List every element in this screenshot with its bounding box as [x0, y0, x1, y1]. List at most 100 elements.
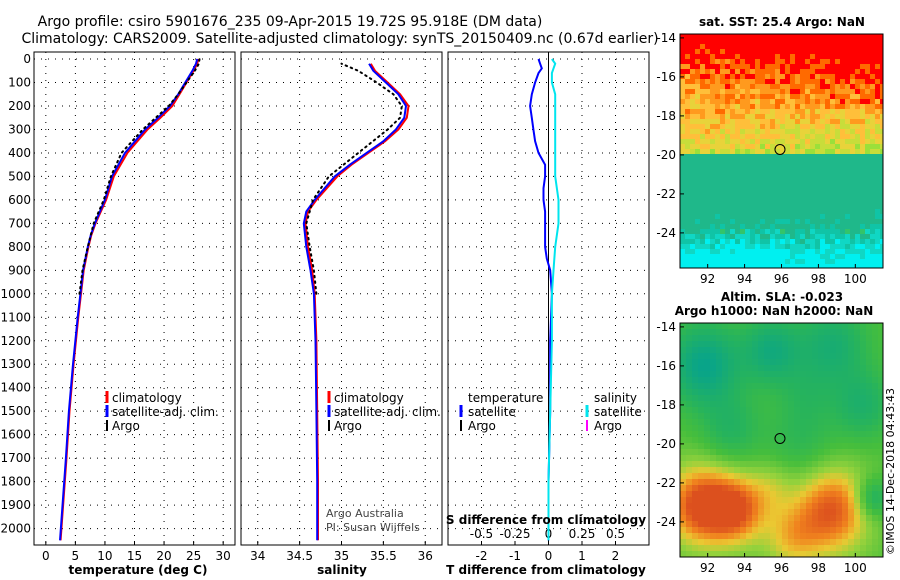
sst-cell — [855, 64, 860, 69]
sst-cell — [705, 244, 710, 249]
sst-cell — [880, 254, 883, 259]
sst-cell — [735, 194, 740, 199]
altimetry-cell — [866, 461, 872, 467]
sst-cell — [865, 104, 870, 109]
altimetry-cell — [800, 533, 806, 539]
altimetry-cell — [704, 473, 710, 479]
sst-cell — [770, 189, 775, 194]
sst-cell — [690, 139, 695, 144]
sst-cell — [795, 64, 800, 69]
sst-cell — [735, 224, 740, 229]
altimetry-cell — [860, 509, 866, 515]
sst-cell — [680, 199, 685, 204]
altimetry-cell — [866, 437, 872, 443]
altimetry-cell — [680, 401, 686, 407]
sst-cell — [720, 49, 725, 54]
altimetry-cell — [728, 503, 734, 509]
sst-cell — [770, 164, 775, 169]
y-tick-label: 1900 — [0, 498, 31, 512]
altimetry-cell — [716, 365, 722, 371]
sst-cell — [685, 189, 690, 194]
sst-cell — [750, 124, 755, 129]
altimetry-cell — [842, 389, 848, 395]
sst-cell — [770, 69, 775, 74]
altimetry-cell — [812, 545, 818, 551]
altimetry-cell — [692, 431, 698, 437]
altimetry-cell — [806, 329, 812, 335]
sst-cell — [850, 144, 855, 149]
altimetry-cell — [692, 455, 698, 461]
sst-cell — [695, 224, 700, 229]
sst-cell — [780, 79, 785, 84]
altimetry-cell — [758, 425, 764, 431]
sst-cell — [835, 224, 840, 229]
sst-cell — [730, 244, 735, 249]
sst-cell — [825, 169, 830, 174]
altimetry-cell — [824, 353, 830, 359]
sst-cell — [710, 184, 715, 189]
sst-cell — [875, 239, 880, 244]
altimetry-cell — [710, 485, 716, 491]
altimetry-cell — [680, 443, 686, 449]
altimetry-cell — [806, 503, 812, 509]
altimetry-cell — [782, 365, 788, 371]
sst-cell — [700, 44, 705, 49]
sst-cell — [865, 214, 870, 219]
sst-cell — [710, 134, 715, 139]
altimetry-cell — [866, 539, 872, 545]
sst-cell — [690, 224, 695, 229]
sst-cell — [850, 229, 855, 234]
sst-cell — [830, 229, 835, 234]
altimetry-cell — [698, 533, 704, 539]
sst-cell — [860, 94, 865, 99]
sst-cell — [870, 254, 875, 259]
sst-cell — [680, 214, 685, 219]
sst-cell — [875, 114, 880, 119]
sst-cell — [815, 239, 820, 244]
sst-cell — [680, 164, 685, 169]
sst-cell — [810, 194, 815, 199]
sst-cell — [850, 174, 855, 179]
altimetry-cell — [680, 377, 686, 383]
sst-cell — [765, 169, 770, 174]
altimetry-cell — [680, 485, 686, 491]
sst-cell — [780, 174, 785, 179]
sst-cell — [840, 129, 845, 134]
altimetry-cell — [686, 539, 692, 545]
sst-cell — [750, 164, 755, 169]
altimetry-cell — [704, 413, 710, 419]
altimetry-cell — [722, 341, 728, 347]
sst-cell — [855, 199, 860, 204]
sst-cell — [880, 219, 883, 224]
altimetry-cell — [716, 521, 722, 527]
sst-cell — [860, 44, 865, 49]
altimetry-cell — [800, 413, 806, 419]
altimetry-cell — [818, 407, 824, 413]
altimetry-cell — [788, 509, 794, 515]
sst-cell — [875, 119, 880, 124]
sst-cell — [745, 89, 750, 94]
altimetry-cell — [872, 533, 878, 539]
altimetry-cell — [860, 539, 866, 545]
altimetry-cell — [734, 365, 740, 371]
sst-cell — [730, 139, 735, 144]
altimetry-cell — [698, 455, 704, 461]
sst-cell — [870, 104, 875, 109]
sst-cell — [735, 159, 740, 164]
sst-cell — [760, 89, 765, 94]
altimetry-cell — [866, 341, 872, 347]
sst-cell — [690, 249, 695, 254]
sst-cell — [745, 64, 750, 69]
sst-cell — [865, 144, 870, 149]
sst-cell — [875, 104, 880, 109]
sst-cell — [815, 169, 820, 174]
altimetry-cell — [746, 545, 752, 551]
sst-cell — [850, 149, 855, 154]
altimetry-cell — [878, 461, 883, 467]
sst-cell — [685, 74, 690, 79]
sst-cell — [710, 34, 715, 39]
sst-cell — [840, 229, 845, 234]
sst-cell — [820, 204, 825, 209]
sst-cell — [880, 204, 883, 209]
sst-cell — [840, 124, 845, 129]
